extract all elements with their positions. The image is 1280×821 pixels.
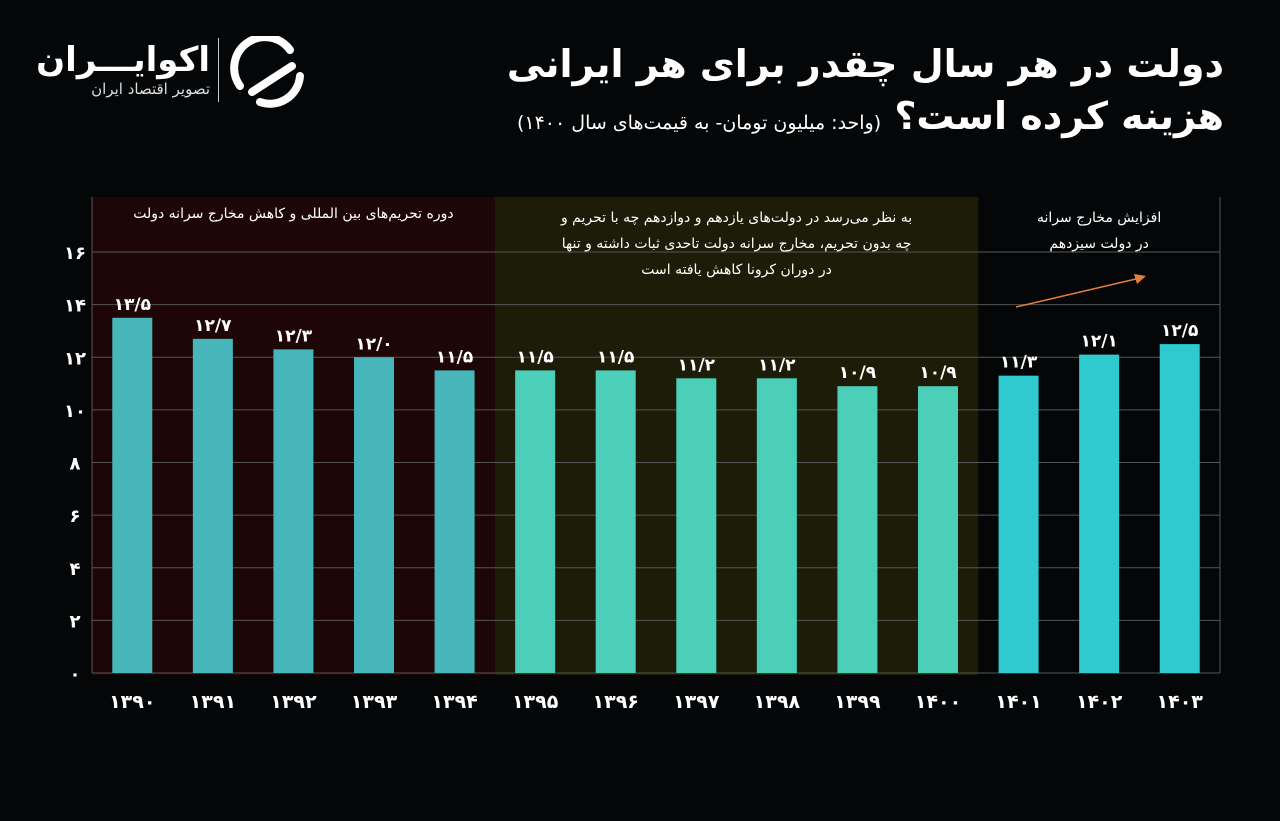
x-tick-label: ۱۳۹۳ — [351, 691, 398, 713]
x-tick-label: ۱۴۰۳ — [1157, 691, 1204, 713]
data-label: ۱۰/۹ — [919, 363, 957, 383]
y-tick-label: ۲ — [70, 611, 81, 632]
bar — [1159, 344, 1200, 673]
chart-title: دولت در هر سال چقدر برای هر ایرانی هزینه… — [507, 38, 1224, 149]
bar — [273, 349, 314, 673]
trend-arrow — [1015, 277, 1141, 308]
data-label: ۱۰/۹ — [839, 363, 877, 383]
bar — [918, 386, 958, 673]
period-annotation: به نظر می‌رسد در دولت‌های یازدهم و دوازد… — [560, 210, 912, 226]
bar — [112, 317, 153, 673]
data-label: ۱۲/۳ — [275, 326, 313, 346]
period-background — [494, 197, 979, 675]
data-label: ۱۱/۵ — [516, 347, 553, 367]
x-tick-label: ۱۴۰۰ — [915, 691, 961, 713]
data-label: ۱۱/۵ — [436, 347, 473, 367]
y-tick-label: ۱۲ — [64, 348, 86, 369]
x-tick-label: ۱۳۹۲ — [270, 691, 317, 713]
logo-mark-icon — [230, 36, 304, 108]
title-line-1: دولت در هر سال چقدر برای هر ایرانی — [506, 42, 1224, 86]
x-tick-label: ۱۳۹۰ — [109, 691, 155, 713]
y-tick-label: ۱۰ — [64, 401, 86, 422]
y-tick-label: ۴ — [70, 559, 81, 580]
bar — [434, 370, 475, 673]
title-line-2: هزینه کرده است؟ (واحد: میلیون تومان- به … — [516, 94, 1224, 138]
x-tick-label: ۱۴۰۲ — [1076, 691, 1123, 713]
x-tick-label: ۱۳۹۶ — [593, 691, 639, 713]
data-label: ۱۱/۲ — [758, 355, 796, 375]
bar — [676, 378, 717, 673]
period-annotation: در دوران کرونا کاهش یافته است — [641, 262, 832, 278]
bar — [998, 375, 1039, 673]
data-label: ۱۲/۷ — [194, 316, 232, 336]
data-label: ۱۳/۵ — [114, 295, 151, 315]
logo-tagline: تصویر اقتصاد ایران — [91, 80, 210, 98]
x-tick-label: ۱۳۹۹ — [834, 691, 881, 713]
logo-divider — [218, 38, 219, 102]
x-tick-label: ۱۴۰۱ — [995, 691, 1041, 713]
logo-name: اکوایـــران — [36, 40, 210, 80]
bar — [756, 378, 797, 673]
data-label: ۱۱/۳ — [1000, 353, 1038, 373]
data-label: ۱۱/۲ — [678, 355, 716, 375]
y-tick-label: ۶ — [70, 506, 81, 527]
data-label: ۱۲/۵ — [1161, 321, 1198, 341]
x-tick-label: ۱۳۹۷ — [673, 691, 720, 713]
unit-note: (واحد: میلیون تومان- به قیمت‌های سال ۱۴۰… — [516, 112, 882, 134]
bar — [515, 370, 556, 673]
bar — [595, 370, 636, 673]
x-tick-label: ۱۳۹۸ — [754, 691, 801, 713]
period-annotation: دوره تحریم‌های بین المللی و کاهش مخارج س… — [133, 206, 453, 222]
period-annotation: چه بدون تحریم، مخارج سرانه دولت تاحدی ثب… — [562, 236, 912, 252]
period-annotation: افزایش مخارج سرانه — [1037, 210, 1161, 226]
bar — [354, 357, 394, 673]
data-label: ۱۱/۵ — [597, 347, 634, 367]
x-tick-label: ۱۳۹۱ — [190, 691, 236, 713]
x-tick-label: ۱۳۹۴ — [431, 691, 477, 713]
period-annotation: در دولت سیزدهم — [1049, 236, 1149, 252]
bar — [1079, 354, 1120, 673]
x-tick-label: ۱۳۹۵ — [512, 691, 559, 713]
bar — [837, 386, 878, 673]
data-label: ۱۲/۰ — [355, 334, 392, 354]
trend-arrow-head — [1134, 274, 1146, 284]
y-tick-label: ۱۶ — [64, 243, 86, 264]
bar — [192, 338, 233, 673]
logo: اکوایـــران تصویر اقتصاد ایران — [36, 40, 210, 98]
y-tick-label: ۱۴ — [64, 296, 86, 317]
y-tick-label: ۰ — [70, 664, 81, 685]
y-tick-label: ۸ — [70, 454, 81, 475]
data-label: ۱۲/۱ — [1080, 332, 1117, 352]
